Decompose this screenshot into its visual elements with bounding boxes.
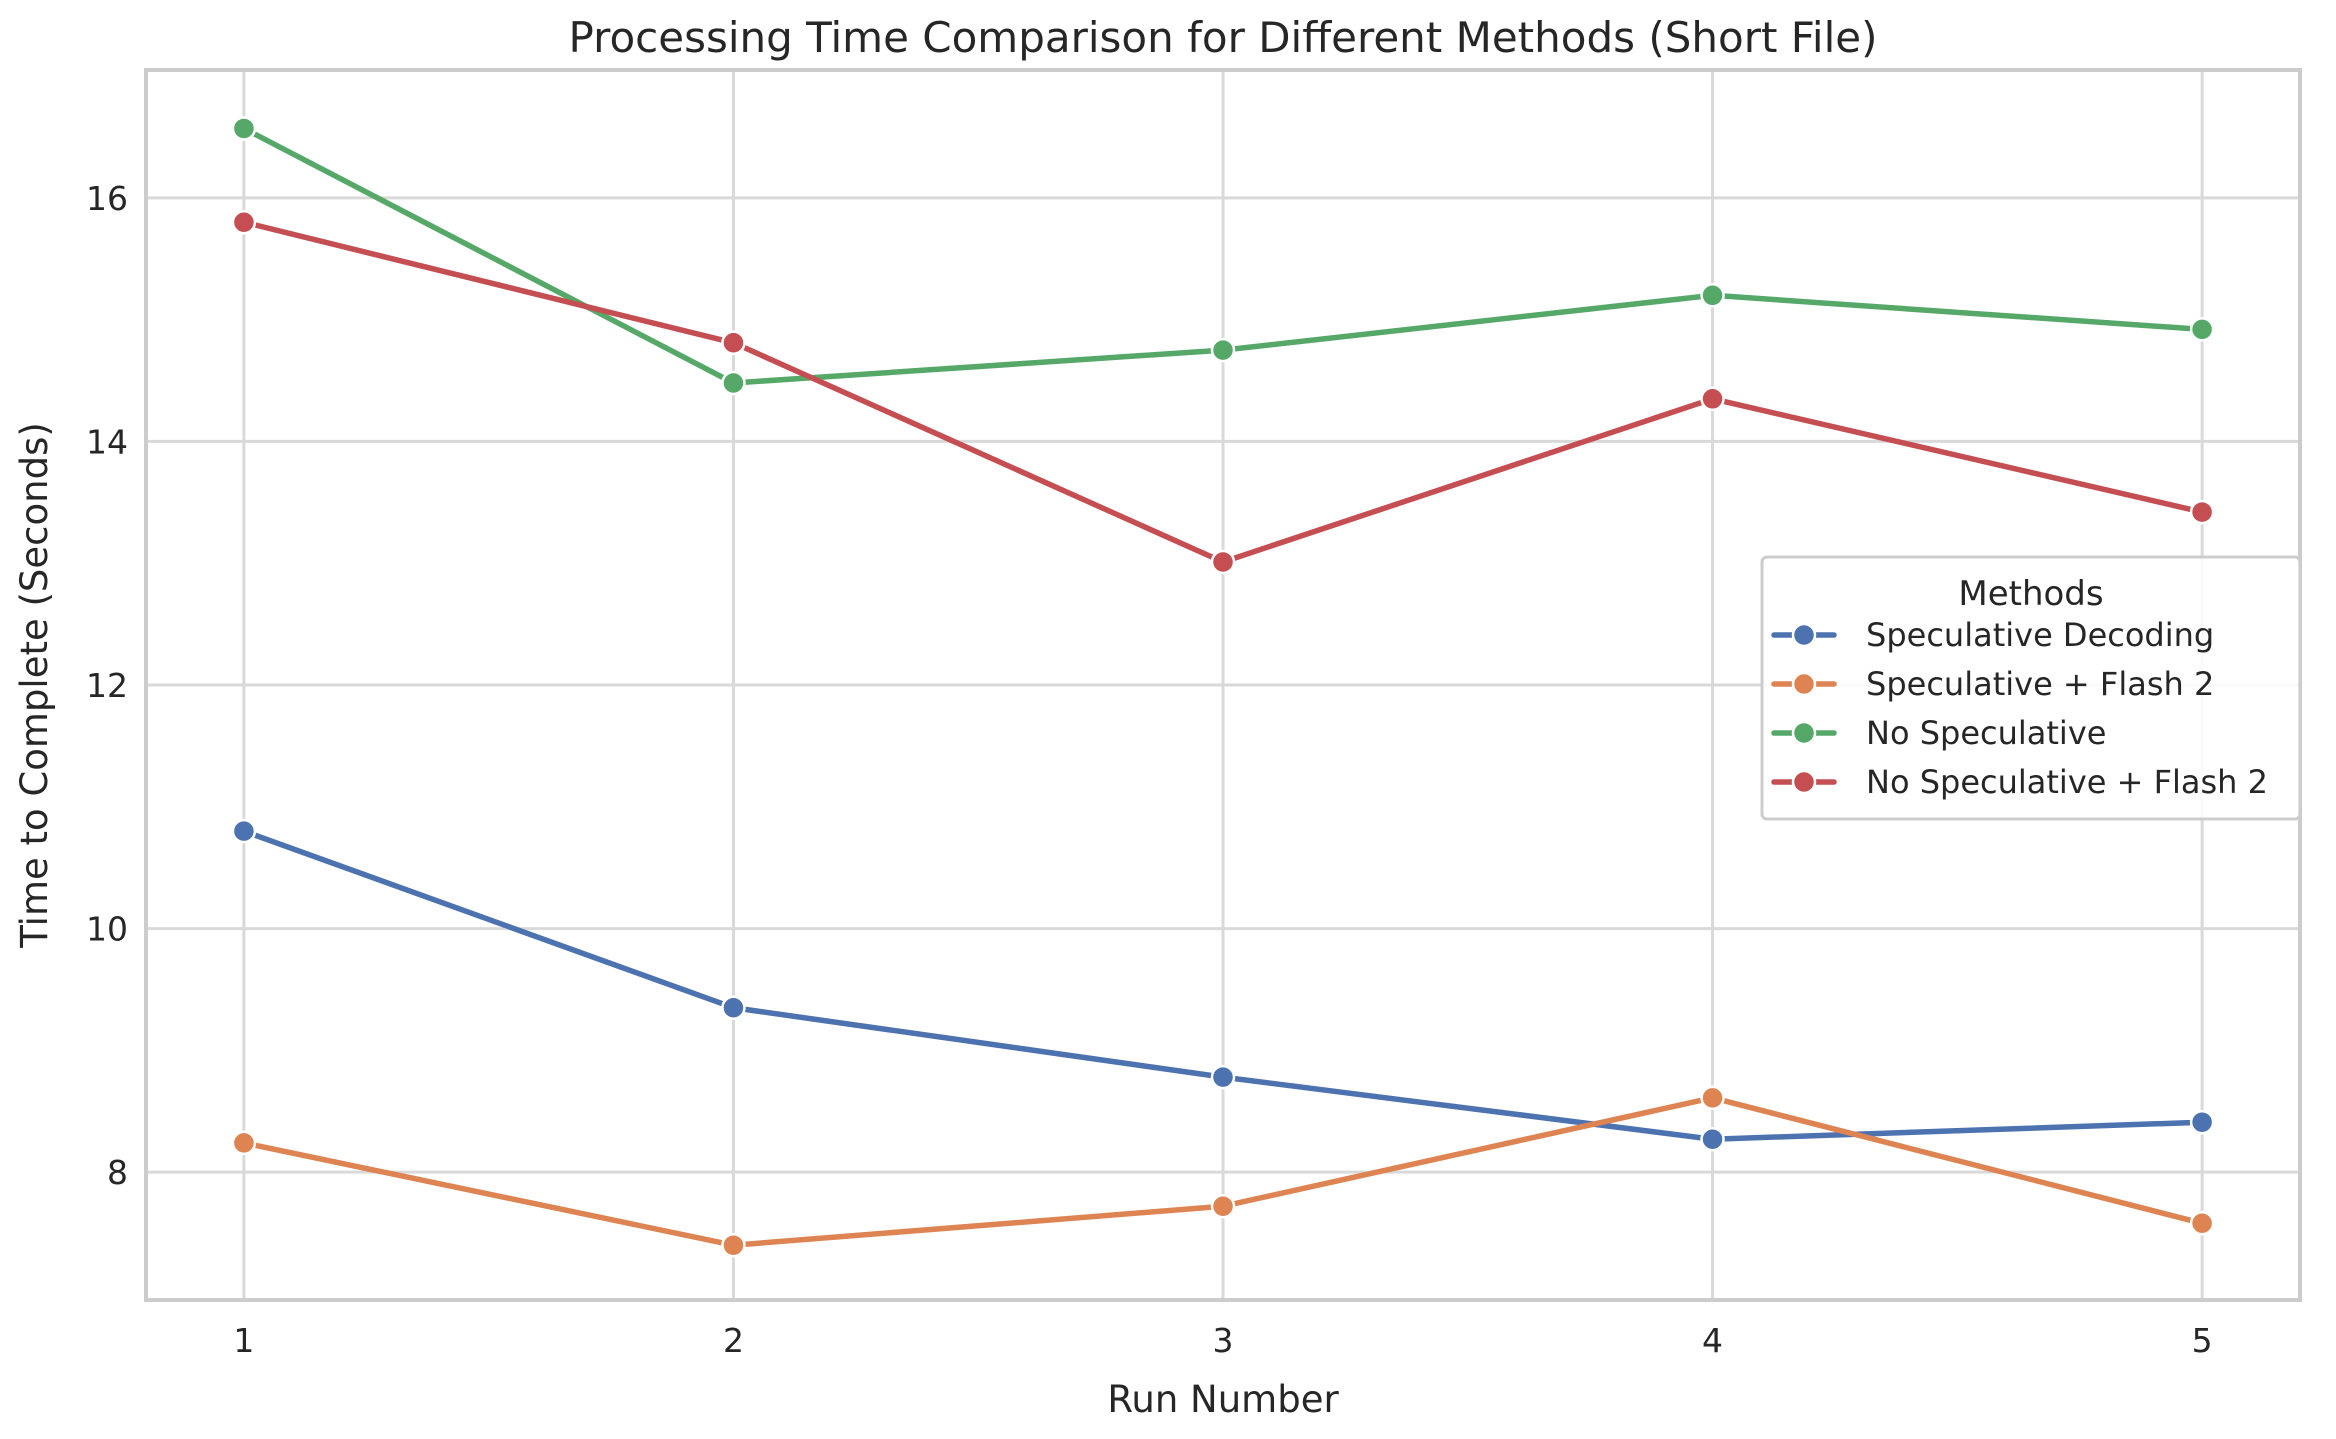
data-point <box>1210 1193 1236 1219</box>
y-tick-label: 12 <box>86 666 128 705</box>
data-point <box>1700 1085 1725 1111</box>
data-point <box>1700 1126 1725 1152</box>
data-point <box>231 209 257 235</box>
y-tick-label: 16 <box>86 179 128 218</box>
x-tick-label: 2 <box>723 1321 744 1360</box>
x-tick-label: 3 <box>1213 1321 1234 1360</box>
legend-marker-icon <box>1791 671 1817 697</box>
data-point <box>1210 1064 1236 1090</box>
legend: Methods Speculative DecodingSpeculative … <box>1760 555 2302 821</box>
data-point <box>1210 549 1236 575</box>
x-tick-label: 1 <box>233 1321 254 1360</box>
series-layer <box>231 116 2215 1258</box>
data-point <box>721 995 746 1020</box>
legend-item: No Speculative <box>1771 714 2106 752</box>
data-point <box>231 1130 257 1156</box>
legend-label: Speculative + Flash 2 <box>1866 665 2214 703</box>
legend-box <box>1760 555 2302 821</box>
y-axis-label: Time to Complete (Seconds) <box>13 422 56 949</box>
legend-marker-icon <box>1791 720 1817 746</box>
data-point <box>231 818 257 844</box>
series <box>231 209 2215 575</box>
legend-items: Speculative Decoding Speculative + Flash … <box>1771 616 2268 801</box>
y-tick-label: 14 <box>86 422 128 461</box>
data-point <box>721 1232 746 1258</box>
legend-marker-icon <box>1791 769 1817 795</box>
x-axis-label: Run Number <box>1107 1378 1339 1421</box>
series <box>231 818 2215 1152</box>
data-point <box>2189 1109 2215 1135</box>
series <box>231 116 2215 396</box>
legend-label: Speculative Decoding <box>1866 616 2214 654</box>
legend-item: Speculative + Flash 2 <box>1771 665 2214 703</box>
chart-title: Processing Time Comparison for Different… <box>569 13 1878 62</box>
data-point <box>1210 337 1236 363</box>
data-point <box>1700 386 1725 412</box>
y-tick-label: 8 <box>107 1153 128 1192</box>
data-point <box>2189 317 2215 342</box>
x-tick-label: 5 <box>2192 1321 2213 1360</box>
data-point <box>231 116 257 141</box>
data-point <box>2189 499 2215 525</box>
legend-item: No Speculative + Flash 2 <box>1771 763 2268 801</box>
legend-label: No Speculative + Flash 2 <box>1866 763 2268 801</box>
data-point <box>721 330 746 356</box>
legend-title: Methods <box>1958 574 2103 614</box>
data-point <box>721 370 746 396</box>
x-tick-label: 4 <box>1702 1321 1723 1360</box>
legend-item: Speculative Decoding <box>1771 616 2214 654</box>
data-point <box>1700 283 1725 308</box>
data-point <box>2189 1211 2215 1236</box>
legend-marker-icon <box>1791 622 1817 648</box>
series <box>231 1085 2215 1258</box>
legend-label: No Speculative <box>1866 714 2106 752</box>
y-tick-label: 10 <box>86 910 128 949</box>
